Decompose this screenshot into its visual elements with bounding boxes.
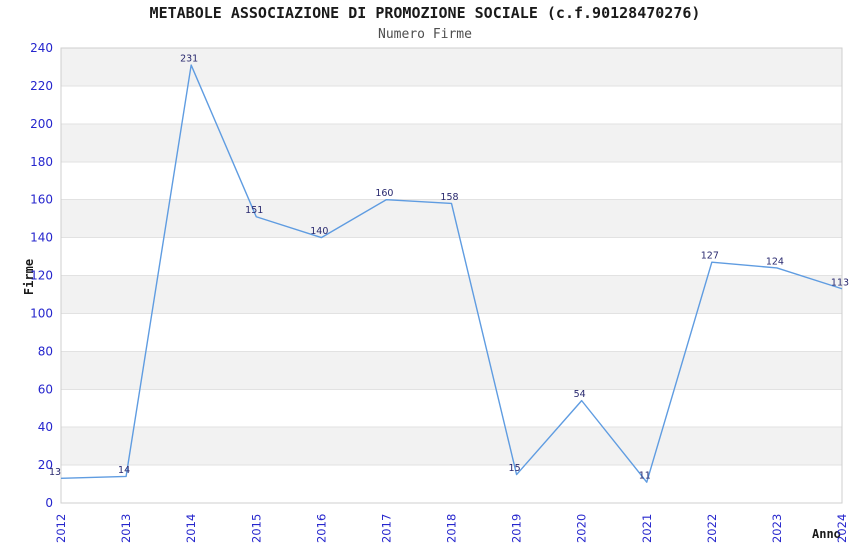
- x-tick-label: 2023: [770, 514, 784, 543]
- x-tick-label: 2022: [705, 514, 719, 543]
- x-tick-label: 2012: [54, 514, 68, 543]
- plot-border: [60, 47, 843, 504]
- x-tick-label: 2017: [379, 514, 393, 543]
- plot-band: [61, 123, 842, 162]
- plot-band: [61, 275, 842, 314]
- y-tick-label: 220: [30, 79, 53, 93]
- y-tick-label: 240: [30, 41, 53, 55]
- x-tick-label: 2015: [249, 514, 263, 543]
- data-line: [60, 64, 843, 483]
- data-point-label: 54: [574, 389, 586, 400]
- x-tick-label: 2018: [445, 514, 459, 543]
- x-tick-label: 2019: [510, 514, 524, 543]
- x-tick-label: 2024: [835, 514, 849, 543]
- data-point-label: 11: [639, 471, 651, 482]
- data-point-label: 15: [509, 463, 521, 474]
- data-point-label: 124: [766, 256, 784, 267]
- chart-subtitle: Numero Firme: [378, 27, 472, 42]
- plot-band: [61, 427, 842, 466]
- y-tick-label: 160: [30, 193, 53, 207]
- y-tick-label: 100: [30, 306, 53, 320]
- data-point-label: 14: [118, 465, 130, 476]
- data-point-label: 160: [375, 188, 393, 199]
- plot-band: [61, 48, 842, 86]
- x-tick-label: 2016: [314, 514, 328, 543]
- x-tick-label: 2013: [119, 514, 133, 543]
- data-point-label: 13: [49, 467, 61, 478]
- plot-band: [61, 351, 842, 390]
- data-point-label: 127: [701, 251, 719, 262]
- data-point-label: 113: [831, 277, 849, 288]
- x-tick-label: 2014: [184, 514, 198, 543]
- y-tick-label: 0: [45, 496, 53, 510]
- y-tick-label: 120: [30, 269, 53, 283]
- data-point-label: 151: [245, 205, 263, 216]
- x-axis-title: Anno: [812, 527, 841, 541]
- data-point-label: 158: [440, 192, 458, 203]
- data-point-label: 140: [310, 226, 328, 237]
- y-tick-label: 80: [38, 344, 53, 358]
- y-tick-label: 140: [30, 231, 53, 245]
- y-tick-label: 40: [38, 420, 53, 434]
- y-tick-label: 200: [30, 117, 53, 131]
- x-tick-label: 2020: [575, 514, 589, 543]
- data-point-label: 231: [180, 54, 198, 65]
- x-tick-label: 2021: [640, 514, 654, 543]
- y-tick-label: 180: [30, 155, 53, 169]
- chart-title: METABOLE ASSOCIAZIONE DI PROMOZIONE SOCI…: [149, 4, 701, 22]
- y-tick-label: 60: [38, 382, 53, 396]
- y-tick-label: 20: [38, 458, 53, 472]
